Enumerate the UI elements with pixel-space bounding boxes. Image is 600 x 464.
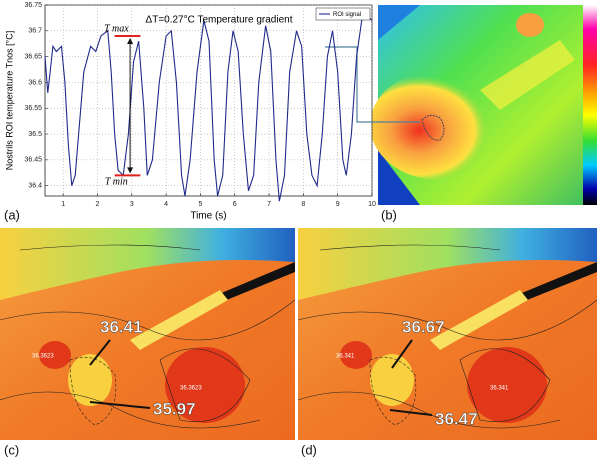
spot-label: 36.341 (490, 386, 509, 392)
x-tick-label: 8 (301, 201, 305, 208)
reference-label: T max (104, 23, 129, 34)
y-tick-label: 36.5 (28, 131, 42, 138)
x-axis-label: Time (s) (190, 211, 226, 222)
x-tick-label: 10 (368, 201, 376, 208)
temperature-label: 35.97 (153, 399, 196, 418)
y-tick-label: 36.75 (24, 2, 42, 9)
line-series (44, 14, 373, 202)
y-tick-label: 36.55 (24, 105, 42, 112)
y-tick-label: 36.65 (24, 53, 42, 60)
spot-label: 36.3623 (180, 386, 202, 392)
spot-label: 36.3623 (32, 354, 54, 360)
legend-label: ROI signal (333, 12, 361, 18)
plot: 36.4 36.45 36.5 36.55 36.6 36.65 36.7 36.75 1 2 3 4… (4, 2, 376, 222)
arrow (391, 339, 413, 369)
temperature-label: 36.41 (100, 317, 143, 336)
plot-area (44, 4, 373, 197)
y-tick-label: 36.7 (28, 28, 42, 35)
x-tick-label: 2 (96, 201, 100, 208)
annotation: ΔT=0.27°C Temperature gradient (146, 15, 293, 26)
x-tick-label: 9 (336, 201, 340, 208)
y-axis-label: Nostrils ROI temperature Tnos [°C] (4, 31, 14, 170)
legend-box (315, 7, 371, 21)
contour-map (0, 228, 296, 440)
thermal-image (370, 5, 597, 205)
arrow-head (127, 167, 134, 174)
temperature-label: 36.67 (402, 317, 445, 336)
connector (325, 46, 420, 123)
arrow (89, 339, 111, 366)
panel-label: (a) (4, 207, 20, 222)
x-tick-label: 6 (233, 201, 237, 208)
x-tick-label: 3 (130, 201, 134, 208)
reference-label: T min (105, 177, 128, 188)
contour-map (297, 228, 598, 440)
spot-label: 36.341 (336, 354, 355, 360)
y-tick-label: 36.6 (28, 79, 42, 86)
panel-label: (b) (381, 207, 397, 222)
panel-label: (c) (4, 442, 19, 457)
y-tick-label: 36.4 (28, 183, 42, 190)
x-tick-label: 5 (198, 201, 202, 208)
arrow-head (127, 37, 134, 44)
x-tick-label: 4 (164, 201, 168, 208)
temperature-label: 36.47 (435, 409, 478, 428)
x-tick-label: 7 (267, 201, 271, 208)
arrow (389, 409, 433, 416)
y-tick-label: 36.45 (24, 157, 42, 164)
panel-label: (d) (301, 442, 317, 457)
arrow (89, 401, 151, 409)
x-tick-label: 1 (61, 201, 65, 208)
